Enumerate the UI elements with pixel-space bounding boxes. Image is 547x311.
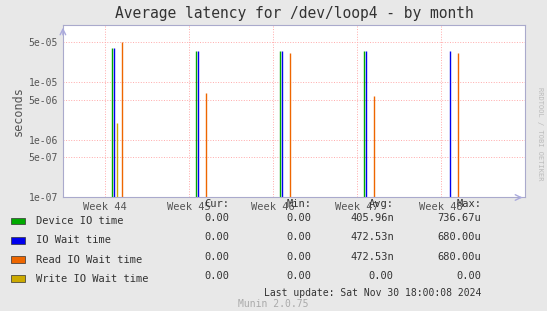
- Text: 0.00: 0.00: [287, 232, 312, 242]
- Text: 0.00: 0.00: [456, 271, 481, 281]
- Text: 0.00: 0.00: [287, 213, 312, 223]
- Title: Average latency for /dev/loop4 - by month: Average latency for /dev/loop4 - by mont…: [115, 6, 473, 21]
- Y-axis label: seconds: seconds: [11, 86, 25, 136]
- Text: Cur:: Cur:: [205, 199, 230, 209]
- Text: 0.00: 0.00: [205, 271, 230, 281]
- Text: 680.00u: 680.00u: [438, 232, 481, 242]
- Text: Munin 2.0.75: Munin 2.0.75: [238, 299, 309, 309]
- Text: RRDTOOL / TOBI OETIKER: RRDTOOL / TOBI OETIKER: [537, 87, 543, 180]
- Text: Avg:: Avg:: [369, 199, 394, 209]
- Text: 472.53n: 472.53n: [350, 252, 394, 262]
- Text: 0.00: 0.00: [287, 271, 312, 281]
- Text: 405.96n: 405.96n: [350, 213, 394, 223]
- Text: 736.67u: 736.67u: [438, 213, 481, 223]
- Text: Device IO time: Device IO time: [36, 216, 123, 226]
- Text: 0.00: 0.00: [205, 232, 230, 242]
- Text: Last update: Sat Nov 30 18:00:08 2024: Last update: Sat Nov 30 18:00:08 2024: [264, 288, 481, 298]
- Text: Min:: Min:: [287, 199, 312, 209]
- Text: 680.00u: 680.00u: [438, 252, 481, 262]
- Text: 0.00: 0.00: [205, 252, 230, 262]
- Text: Read IO Wait time: Read IO Wait time: [36, 255, 142, 265]
- Text: 0.00: 0.00: [369, 271, 394, 281]
- Text: Max:: Max:: [456, 199, 481, 209]
- Text: Write IO Wait time: Write IO Wait time: [36, 274, 148, 284]
- Text: IO Wait time: IO Wait time: [36, 235, 110, 245]
- Text: 0.00: 0.00: [287, 252, 312, 262]
- Text: 0.00: 0.00: [205, 213, 230, 223]
- Text: 472.53n: 472.53n: [350, 232, 394, 242]
